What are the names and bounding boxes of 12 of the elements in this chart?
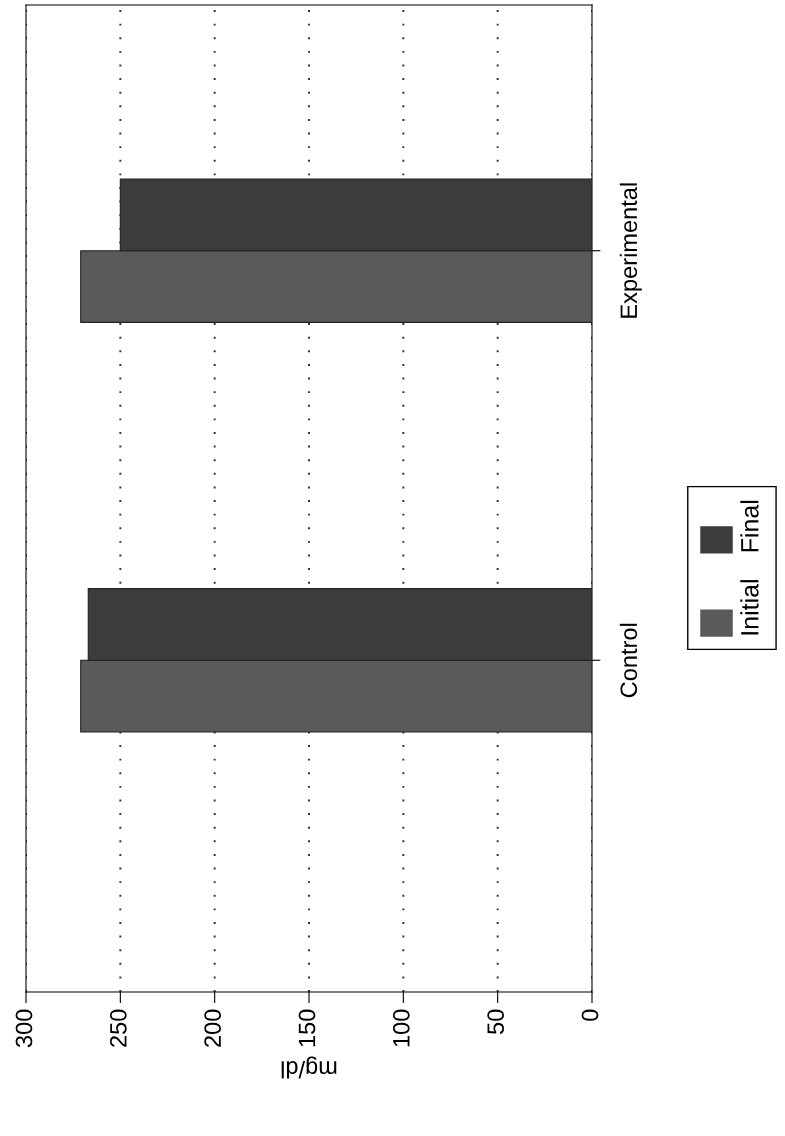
x-tick-label: 0	[581, 1009, 599, 1021]
y-tick-label: Control	[619, 623, 638, 698]
x-tick-label: 150	[298, 1009, 316, 1047]
legend-label: Initial	[740, 580, 759, 635]
x-tick-label: 50	[487, 1009, 504, 1034]
x-axis-title: mg/dl	[281, 1056, 337, 1079]
x-tick-label: 250	[109, 1009, 127, 1047]
y-tick-label: Experimental	[619, 183, 642, 318]
legend-label: Final	[740, 500, 759, 552]
x-tick-label: 300	[15, 1009, 33, 1048]
x-tick-label: 200	[204, 1009, 221, 1047]
x-tick-label: 100	[392, 1009, 410, 1047]
